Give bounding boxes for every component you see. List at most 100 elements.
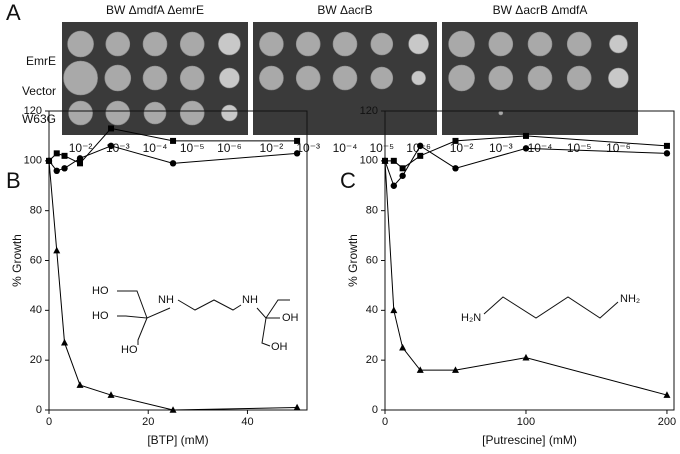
series-line [48, 160, 298, 411]
colony-spot [259, 31, 284, 57]
structure-label: HO [92, 285, 109, 297]
row-label: W63G [22, 112, 56, 126]
structure-label: OH [282, 312, 299, 324]
marker [452, 137, 459, 144]
marker [294, 137, 301, 144]
x-tick-label: 200 [658, 416, 676, 428]
marker [61, 338, 69, 346]
colony-spot [370, 66, 394, 90]
marker [399, 165, 406, 172]
btp-structure: HO NH NH HO HO OH OH [92, 285, 299, 356]
structure-label: OH [271, 341, 288, 353]
marker [522, 132, 529, 139]
marker [451, 366, 459, 373]
dilution-label: 10⁻² [450, 141, 474, 155]
marker [390, 306, 398, 314]
colony-spot [448, 30, 475, 58]
colony-spot [179, 65, 205, 91]
structure-label: NH [158, 294, 174, 306]
colony-spot [498, 110, 504, 116]
putrescine-structure: H₂N NH₂ [461, 293, 640, 324]
colony-spot [63, 60, 98, 96]
marker [381, 157, 389, 164]
marker [169, 160, 177, 167]
marker [61, 165, 68, 172]
y-tick-label: 120 [360, 105, 378, 117]
colony-spot [179, 31, 205, 57]
x-tick-label: 40 [241, 416, 253, 428]
colony-spot [104, 64, 132, 92]
marker [663, 150, 671, 157]
colony-spot [488, 65, 514, 91]
panel-letter: B [6, 168, 21, 193]
marker [53, 246, 61, 254]
y-tick-label: 120 [24, 105, 42, 117]
marker [522, 353, 530, 361]
colony-spot [527, 31, 553, 57]
x-axis-label: [BTP] (mM) [147, 433, 208, 447]
marker [76, 155, 84, 162]
colony-spot [332, 65, 358, 91]
colony-spot [566, 65, 592, 91]
y-tick-label: 80 [366, 205, 378, 217]
colony-spot [218, 32, 241, 56]
marker [390, 182, 398, 189]
colony-spot [488, 31, 514, 57]
strain-title: BW ΔmdfA ΔemrE [106, 3, 204, 17]
dilution-label: 10⁻⁴ [528, 141, 553, 155]
x-tick-label: 0 [46, 416, 52, 428]
marker [417, 152, 424, 159]
colony-spot [179, 100, 205, 126]
marker [53, 167, 60, 174]
colony-spot [609, 34, 628, 54]
colony-spot [370, 32, 394, 56]
colony-spot [105, 100, 131, 126]
strain-title: BW ΔacrB [317, 3, 372, 17]
row-label: EmrE [26, 54, 56, 68]
structure-label: NH₂ [620, 293, 640, 305]
marker [399, 172, 406, 179]
y-tick-label: 20 [366, 354, 378, 366]
marker [107, 142, 115, 150]
y-tick-label: 60 [366, 254, 378, 266]
y-tick-label: 100 [360, 155, 378, 167]
colony-spot [566, 31, 592, 57]
structure-label: NH [242, 294, 258, 306]
dilution-label: 10⁻² [69, 141, 93, 155]
dilution-label: 10⁻⁵ [369, 141, 394, 155]
panel-letter: A [6, 0, 21, 25]
dilution-label: 10⁻⁶ [217, 141, 242, 155]
y-tick-label: 100 [24, 155, 42, 167]
colony-spot [143, 101, 167, 125]
colony-spot [219, 67, 240, 89]
panel-letter: C [340, 168, 356, 193]
dilution-label: 10⁻⁴ [333, 141, 358, 155]
marker [169, 406, 177, 413]
marker [399, 343, 407, 351]
marker [663, 391, 671, 398]
dilution-label: 10⁻⁵ [180, 141, 205, 155]
x-axis-label: [Putrescine] (mM) [482, 433, 577, 447]
marker [293, 150, 301, 157]
colony-spot [448, 64, 475, 92]
marker [663, 142, 670, 149]
row-label: Vector [22, 84, 56, 98]
marker [76, 381, 84, 388]
dilution-label: 10⁻² [260, 141, 284, 155]
x-tick-label: 20 [142, 416, 154, 428]
colony-spot [259, 65, 284, 91]
marker [390, 157, 397, 164]
marker [45, 157, 53, 164]
marker [108, 125, 115, 132]
dilution-label: 10⁻⁵ [567, 141, 592, 155]
marker [522, 145, 530, 152]
colony-spot [608, 67, 629, 89]
y-tick-label: 40 [366, 304, 378, 316]
colony-spot [67, 30, 94, 58]
dilution-label: 10⁻³ [489, 141, 513, 155]
colony-spot [332, 31, 358, 57]
y-tick-label: 0 [36, 404, 42, 416]
structure-label: HO [92, 310, 109, 322]
structure-label: H₂N [461, 312, 481, 324]
